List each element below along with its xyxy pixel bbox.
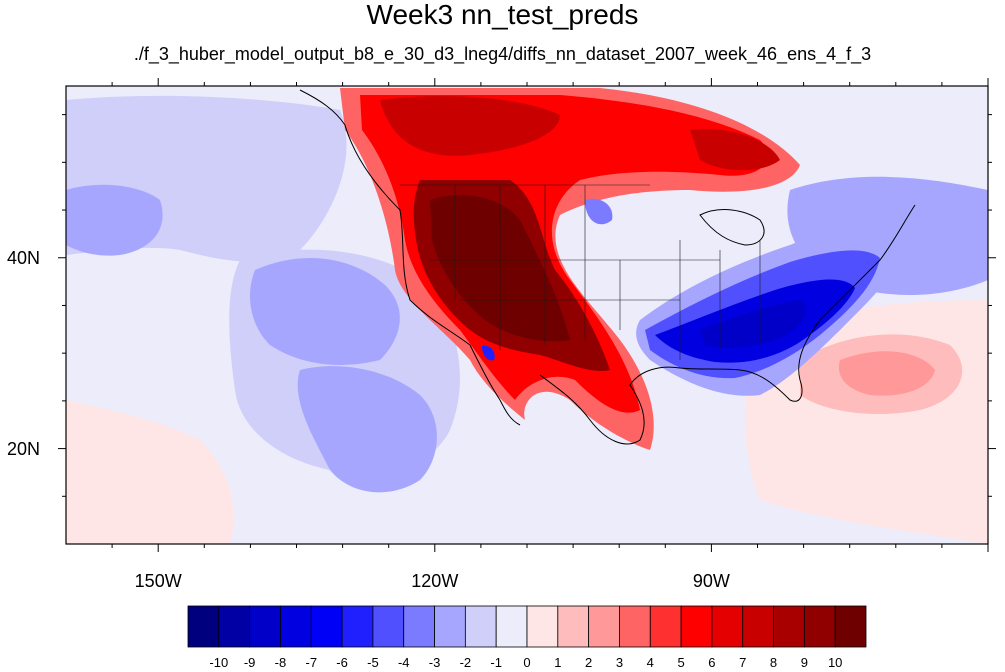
colorbar-box [557, 605, 590, 648]
colorbar-level-label: 7 [739, 655, 747, 670]
colorbar-level-label: -3 [428, 655, 441, 670]
colorbar-box [742, 605, 774, 648]
colorbar-level-label: -2 [459, 655, 472, 670]
pacific-blue-region-north [66, 184, 163, 256]
colorbar-box [834, 605, 867, 648]
colorbar-box [588, 605, 620, 648]
colorbar-box [680, 605, 713, 648]
colorbar-box [526, 605, 559, 648]
colorbar-box [773, 605, 805, 648]
atlantic-red-core [838, 351, 935, 396]
colorbar-box [310, 605, 343, 648]
colorbar-level-label: 6 [708, 655, 716, 670]
colorbar-level-label: -10 [209, 655, 229, 670]
colorbar-box [803, 605, 836, 648]
colorbar-level-label: -6 [336, 655, 348, 670]
pacific-pink-region [66, 400, 234, 544]
pacific-mid-blue-region-2 [297, 366, 437, 493]
axis-ticks [58, 78, 996, 552]
colorbar-boxes [187, 605, 867, 648]
colorbar-level-label: -8 [274, 655, 287, 670]
colorbar-level-label: -9 [243, 655, 256, 670]
colorbar-box [249, 605, 281, 648]
colorbar-level-label: 9 [800, 655, 808, 670]
latitude-tick-label: 20N [6, 438, 40, 459]
map-subtitle: ./f_3_huber_model_output_b8_e_30_d3_lneg… [133, 44, 872, 64]
hudson-red-patch [690, 129, 780, 171]
colorbar-level-label: 1 [554, 655, 562, 670]
colorbar-box [495, 605, 528, 648]
baja-cold-spot [482, 345, 495, 361]
colorbar-level-label: 10 [827, 655, 843, 670]
latitude-tick-label: 40N [6, 247, 40, 268]
colorbar-level-label: 3 [615, 655, 624, 670]
colorbar-level-label: -4 [397, 655, 410, 670]
great-lakes-cold [585, 198, 613, 225]
colorbar-level-label: 2 [585, 655, 593, 670]
colorbar-level-label: -5 [367, 655, 379, 670]
colorbar-box [341, 605, 374, 648]
canada-red-patch [380, 96, 560, 156]
colorbar-box [218, 605, 251, 648]
colorbar-level-label: 5 [677, 655, 685, 670]
colorbar-box [280, 605, 312, 648]
colorbar-level-label: 8 [769, 655, 778, 670]
colorbar-box [434, 605, 466, 648]
colorbar-box [711, 605, 744, 648]
colorbar-box [187, 605, 220, 648]
pacific-mid-blue-region [250, 258, 400, 365]
colorbar-box [649, 605, 682, 648]
longitude-tick-label: 120W [411, 571, 459, 591]
colorbar-level-label: -7 [305, 655, 318, 670]
colorbar-box [619, 605, 651, 648]
colorbar-level-label: 0 [523, 655, 531, 670]
colorbar-level-label: 4 [646, 655, 654, 670]
longitude-tick-label: 90W [692, 571, 730, 591]
contour-map [58, 78, 996, 552]
coastlines [299, 89, 916, 445]
colorbar-level-label: -1 [490, 655, 502, 670]
colorbar-box [403, 605, 435, 648]
warm-anomaly-mid [360, 95, 768, 413]
map-title: Week3 nn_test_preds [366, 0, 639, 30]
colorbar-box [372, 605, 405, 648]
cold-anomaly-peak [700, 300, 807, 348]
state-boundaries [400, 184, 761, 360]
colorbar-box [464, 605, 497, 648]
longitude-tick-label: 150W [134, 571, 182, 591]
